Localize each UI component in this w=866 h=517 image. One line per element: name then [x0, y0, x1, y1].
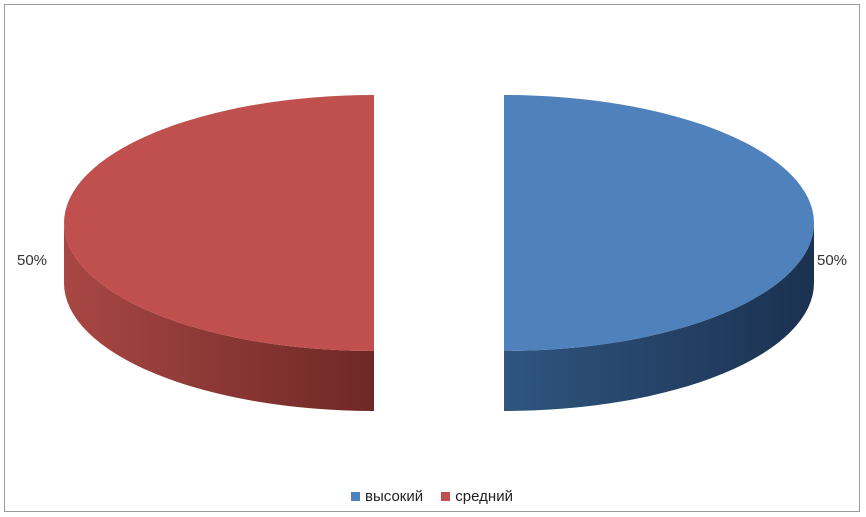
legend: высокий средний	[5, 488, 859, 505]
legend-item-высокий[interactable]: высокий	[351, 488, 423, 505]
legend-label: высокий	[365, 488, 424, 505]
pie-side-средний	[64, 223, 374, 411]
legend-label: средний	[455, 488, 513, 505]
legend-swatch-blue	[351, 492, 361, 501]
pie-chart: 50% 50%	[17, 95, 847, 411]
legend-item-средний[interactable]: средний	[441, 488, 513, 505]
data-label-средний: 50%	[17, 252, 47, 269]
legend-swatch-red	[441, 492, 451, 501]
data-label-высокий: 50%	[817, 252, 847, 269]
pie-slice-средний[interactable]	[64, 95, 374, 351]
pie-side-высокий	[504, 223, 814, 411]
pie-slice-высокий[interactable]	[504, 95, 814, 351]
chart-frame: 50% 50% высокий средний	[4, 4, 860, 512]
